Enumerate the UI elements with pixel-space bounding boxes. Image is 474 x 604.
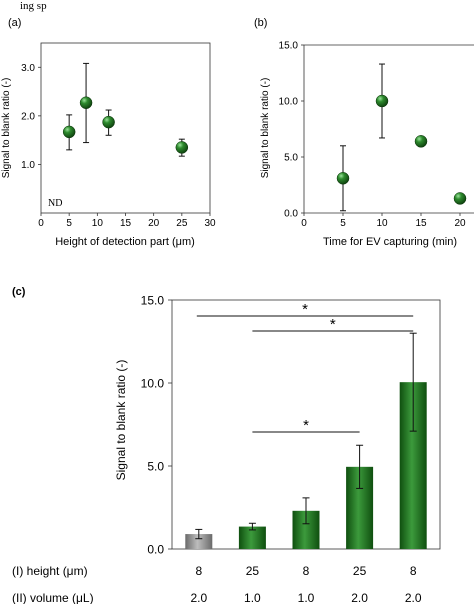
data-points-b: [336, 63, 467, 212]
x-tick-label: 5: [340, 218, 346, 229]
row-value: 8: [410, 564, 417, 578]
x-tick-label: 20: [454, 218, 466, 229]
y-tick-label: 1.0: [21, 160, 35, 171]
row-label: (I) height (μm): [12, 564, 88, 578]
y-axis-ticks-c: 0.0 5.0 10.0 15.0: [141, 294, 172, 557]
significance-brackets: * * *: [196, 301, 414, 434]
y-axis-ticks-b: 0.0 5.0 10.0 15.0: [279, 41, 304, 220]
row-label: (II) volume (μL): [12, 591, 94, 604]
significance-star: *: [303, 417, 309, 434]
y-tick-label: 5.0: [147, 460, 164, 474]
row-value: 8: [195, 564, 202, 578]
row-value: 2.0: [190, 591, 207, 604]
bar: [185, 534, 213, 549]
data-point: [414, 135, 428, 148]
panel-label-a: (a): [8, 17, 21, 29]
x-axis-label-a: Height of detection part (μm): [55, 236, 195, 248]
x-tick-label: 15: [415, 218, 427, 229]
data-point: [79, 96, 93, 109]
x-tick-label: 15: [120, 218, 132, 229]
chart-panel-c: (c) 0.0 5.0 10.0 15.0 * * * (I) height (μm) 8 2…: [12, 286, 441, 604]
x-axis-ticks-a: 0 5 10 15 20 25 30: [38, 213, 216, 229]
row-value: 25: [246, 564, 260, 578]
bars-c: [185, 332, 427, 549]
x-tick-label: 30: [204, 218, 216, 229]
y-tick-label: 15.0: [279, 41, 299, 52]
significance-star: *: [330, 316, 336, 333]
x-tick-label: 10: [92, 218, 104, 229]
y-tick-label: 2.0: [21, 111, 35, 122]
panel-label-b: (b): [254, 17, 267, 29]
x-tick-label: 25: [176, 218, 188, 229]
x-axis-label-b: Time for EV capturing (min): [323, 236, 457, 248]
row-value: 2.0: [405, 591, 422, 604]
y-tick-label: 10.0: [141, 377, 165, 391]
y-axis-label-b: Signal to blank ratio (-): [260, 78, 271, 179]
row-value: 1.0: [244, 591, 261, 604]
y-tick-label: 0.0: [284, 209, 298, 220]
data-points-a: [62, 62, 189, 157]
chart-panel-b: (b) 0 5 10 15 20 0.0 5.0 10.0 15.0 Time for EV …: [254, 17, 474, 248]
x-tick-label: 0: [38, 218, 44, 229]
y-axis-ticks-a: 1.0 2.0 3.0: [21, 63, 41, 171]
chart-panel-a: (a) 0 5 10 15 20 25 30 1.0 2.0 3.0 ND Height of …: [1, 17, 216, 248]
bar: [238, 526, 266, 549]
x-tick-label: 0: [301, 218, 307, 229]
x-tick-label: 10: [376, 218, 388, 229]
row-value: 1.0: [298, 591, 315, 604]
y-tick-label: 0.0: [147, 543, 164, 557]
header-fragment: ing sp: [20, 0, 47, 12]
annotation-nd: ND: [48, 198, 62, 209]
condition-table: (I) height (μm) 8 25 8 25 8 (II) volume (μL) 2.…: [12, 564, 422, 604]
data-point: [102, 115, 115, 129]
axes-b: [303, 45, 474, 214]
x-tick-label: 20: [148, 218, 160, 229]
data-point: [453, 192, 467, 205]
panel-label-c: (c): [12, 286, 26, 298]
data-point: [62, 125, 76, 139]
y-tick-label: 3.0: [21, 63, 35, 74]
data-point: [175, 141, 189, 154]
row-value: 2.0: [351, 591, 368, 604]
y-tick-label: 10.0: [279, 97, 299, 108]
row-value: 25: [353, 564, 367, 578]
row-value: 8: [303, 564, 310, 578]
y-axis-label-c: Signal to blank ratio (-): [114, 360, 128, 481]
data-point: [375, 94, 389, 108]
y-tick-label: 15.0: [141, 294, 165, 308]
y-axis-label-a: Signal to blank ratio (-): [1, 78, 12, 179]
x-axis-ticks-b: 0 5 10 15 20: [301, 213, 466, 229]
x-tick-label: 5: [66, 218, 72, 229]
y-tick-label: 5.0: [284, 153, 298, 164]
data-point: [336, 172, 350, 185]
significance-star: *: [302, 301, 308, 318]
